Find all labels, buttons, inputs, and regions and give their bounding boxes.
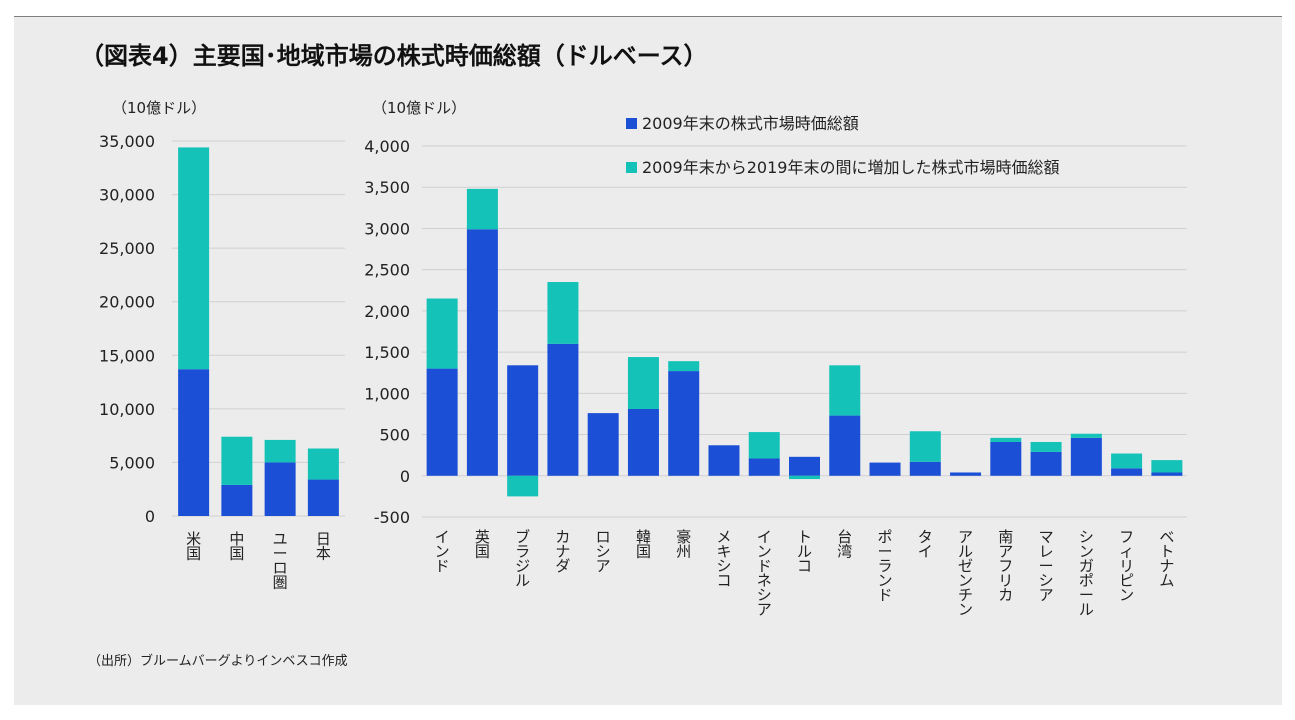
y-tick-label: 2,000 <box>364 302 410 321</box>
bar-increase <box>1151 460 1183 473</box>
bar-base <box>627 408 659 476</box>
bar-base <box>789 456 820 476</box>
bar-base <box>708 445 740 476</box>
x-category-label: ポーランド <box>878 528 893 604</box>
x-category-label: トルコ <box>797 528 812 575</box>
bar-increase <box>264 439 296 463</box>
bar-increase <box>829 365 861 416</box>
bar-increase <box>307 448 339 480</box>
bar-base <box>950 472 982 476</box>
y-tick-label: 30,000 <box>99 186 155 205</box>
bar-increase <box>627 357 659 409</box>
bar-increase <box>178 147 210 370</box>
y-tick-label: 0 <box>400 467 410 486</box>
x-category-label: ユーロ圏 <box>273 530 288 592</box>
bar-base <box>1030 451 1062 476</box>
bar-increase <box>466 188 498 230</box>
y-tick-label: 3,000 <box>364 219 410 238</box>
x-category-label: 中国 <box>229 530 244 563</box>
bar-base <box>264 462 296 516</box>
x-category-label: タイ <box>918 528 933 561</box>
x-category-label: シンガポール <box>1079 528 1094 619</box>
y-tick-label: 1,500 <box>364 343 410 362</box>
x-category-label: 豪州 <box>676 528 691 561</box>
bar-base <box>466 229 498 476</box>
x-category-label: メキシコ <box>716 528 731 590</box>
bar-base <box>1070 437 1102 476</box>
bar-increase <box>221 436 253 485</box>
bar-base <box>1111 468 1143 476</box>
bar-base <box>990 441 1022 476</box>
x-category-label: カナダ <box>555 528 570 575</box>
bar-increase <box>507 475 539 497</box>
bar-base <box>909 461 941 476</box>
y-tick-label: 2,500 <box>364 261 410 280</box>
page-title: （図表4）主要国･地域市場の株式時価総額（ドルベース） <box>80 42 708 70</box>
bar-base <box>221 484 253 516</box>
x-category-label: フィリピン <box>1119 528 1134 604</box>
bar-increase <box>1070 433 1102 438</box>
bar-base <box>547 343 579 476</box>
y-tick-label: 1,000 <box>364 384 410 403</box>
y-tick-label: 4,000 <box>364 137 410 156</box>
y-tick-label: 10,000 <box>99 400 155 419</box>
x-category-label: インド <box>435 528 450 575</box>
bar-base <box>869 462 901 476</box>
bar-base <box>748 458 780 476</box>
x-category-label: インドネシア <box>757 528 772 619</box>
y-tick-label: 0 <box>145 507 155 526</box>
bar-increase <box>668 361 700 372</box>
y-tick-label: 20,000 <box>99 293 155 312</box>
legend-swatch <box>626 162 637 173</box>
bar-base <box>307 479 339 516</box>
x-category-label: ロシア <box>596 528 611 575</box>
bar-increase <box>990 437 1022 442</box>
y-tick-label: 25,000 <box>99 239 155 258</box>
bar-base <box>426 368 458 476</box>
bar-increase <box>789 475 820 480</box>
legend-label: 2009年末の株式市場時価総額 <box>642 114 859 133</box>
y-tick-label: 35,000 <box>99 132 155 151</box>
x-category-label: 韓国 <box>636 528 651 561</box>
bar-increase <box>909 431 941 462</box>
x-category-label: 英国 <box>475 528 490 561</box>
x-category-label: マレーシア <box>1039 528 1054 604</box>
bar-increase <box>1030 441 1062 452</box>
x-category-label: ブラジル <box>515 528 530 590</box>
y-tick-label: -500 <box>374 508 410 527</box>
y-tick-label: 15,000 <box>99 346 155 365</box>
bar-base <box>507 365 539 476</box>
source-note: （出所）ブルームバーグよりインベスコ作成 <box>88 654 348 669</box>
bar-base <box>587 413 619 476</box>
bar-base <box>178 369 210 516</box>
x-category-label: 米国 <box>186 530 201 563</box>
bar-increase <box>547 282 579 344</box>
bar-increase <box>748 432 780 459</box>
axis-unit-label: （10億ドル） <box>112 99 206 117</box>
x-category-label: 日本 <box>316 530 331 563</box>
x-category-label: アルゼンチン <box>958 528 973 619</box>
legend-swatch <box>626 118 637 129</box>
x-category-label: 南アフリカ <box>998 528 1013 604</box>
bar-increase <box>1111 453 1143 469</box>
bar-base <box>829 415 861 476</box>
bar-base <box>668 371 700 476</box>
x-category-label: ベトナム <box>1159 528 1174 590</box>
axis-unit-label: （10億ドル） <box>372 99 466 117</box>
bar-base <box>1151 472 1183 476</box>
legend-label: 2009年末から2019年末の間に増加した株式市場時価総額 <box>642 158 1059 177</box>
y-tick-label: 3,500 <box>364 178 410 197</box>
y-tick-label: 5,000 <box>109 453 155 472</box>
x-category-label: 台湾 <box>837 528 852 561</box>
y-tick-label: 500 <box>379 426 410 445</box>
bar-increase <box>426 298 458 369</box>
